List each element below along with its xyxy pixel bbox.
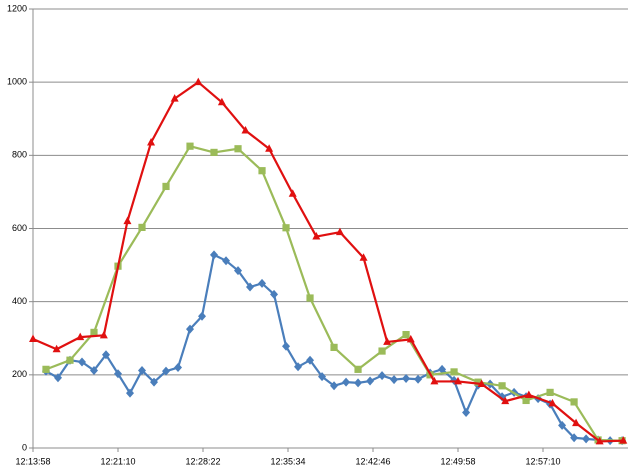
marker (548, 398, 557, 407)
marker (147, 138, 156, 146)
marker (390, 375, 399, 385)
marker (126, 388, 135, 398)
marker (265, 144, 274, 152)
marker (619, 436, 628, 444)
marker (217, 97, 226, 106)
marker (282, 224, 290, 232)
y-tick-label: 1200 (7, 3, 27, 13)
marker (378, 347, 386, 355)
marker (99, 330, 108, 339)
marker (570, 433, 579, 443)
marker (186, 324, 195, 334)
marker (501, 396, 510, 405)
x-tick-label: 12:28:22 (185, 456, 220, 466)
marker (77, 357, 86, 367)
marker (522, 396, 530, 405)
y-tick-label: 400 (12, 296, 27, 306)
y-tick-label: 0 (22, 442, 27, 452)
marker (558, 420, 567, 430)
marker (330, 343, 338, 351)
marker (378, 371, 387, 381)
marker (174, 363, 183, 373)
marker (438, 364, 447, 374)
marker (89, 365, 98, 375)
marker (150, 377, 159, 387)
marker (210, 250, 219, 260)
marker (66, 356, 74, 364)
marker (162, 366, 171, 376)
marker (258, 167, 266, 175)
marker (366, 376, 375, 386)
x-tick-label: 12:49:58 (440, 456, 475, 466)
marker (474, 378, 482, 386)
marker (138, 365, 147, 375)
marker (524, 390, 533, 398)
marker (270, 289, 279, 299)
series-line (32, 81, 624, 443)
marker (170, 94, 179, 102)
marker (90, 328, 98, 336)
marker (572, 418, 581, 427)
marker (53, 373, 62, 383)
marker (402, 330, 410, 339)
x-tick-label: 12:35:34 (270, 456, 305, 466)
marker (138, 223, 146, 232)
marker (234, 145, 242, 153)
marker (186, 142, 194, 150)
marker (198, 311, 207, 321)
marker (354, 378, 363, 388)
marker (123, 216, 132, 225)
marker (194, 77, 203, 86)
marker (430, 376, 439, 385)
marker (306, 355, 315, 365)
marker (162, 182, 170, 191)
y-tick-label: 1000 (7, 77, 27, 87)
marker (335, 227, 344, 236)
marker (241, 125, 250, 134)
marker (282, 341, 291, 351)
marker (52, 344, 61, 353)
marker (414, 374, 423, 384)
marker (288, 189, 297, 197)
marker (383, 337, 392, 345)
marker (454, 376, 462, 385)
marker (570, 398, 578, 406)
marker (330, 381, 339, 391)
marker (498, 382, 506, 390)
marker (595, 436, 604, 445)
x-tick-label: 12:13:58 (15, 456, 50, 466)
marker (42, 365, 50, 373)
y-tick-label: 800 (12, 150, 27, 160)
marker (450, 368, 458, 376)
marker (406, 334, 415, 343)
marker (477, 379, 486, 387)
marker (306, 294, 314, 302)
marker (114, 369, 122, 379)
marker (546, 388, 554, 396)
y-tick-label: 200 (12, 369, 27, 379)
marker (101, 350, 110, 360)
marker (222, 256, 231, 266)
marker (294, 362, 303, 372)
marker (402, 373, 411, 383)
marker (462, 408, 471, 418)
y-tick-label: 600 (12, 223, 27, 233)
x-tick-label: 12:57:10 (525, 456, 560, 466)
marker (342, 377, 351, 387)
marker (258, 278, 267, 288)
x-tick-label: 12:21:10 (100, 456, 135, 466)
marker (210, 148, 218, 157)
marker (359, 253, 368, 261)
marker (582, 434, 591, 444)
marker (354, 365, 362, 373)
marker (318, 372, 327, 382)
marker (76, 332, 85, 341)
marker (234, 266, 243, 276)
marker (29, 334, 37, 342)
marker (246, 282, 255, 292)
x-tick-label: 12:42:46 (355, 456, 390, 466)
marker (312, 232, 321, 240)
